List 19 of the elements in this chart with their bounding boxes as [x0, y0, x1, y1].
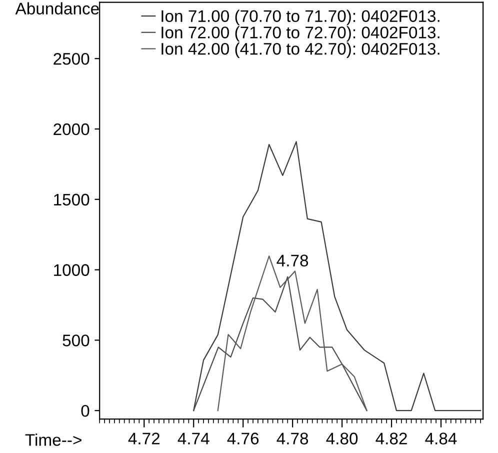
y-axis-title: Abundance	[15, 2, 99, 15]
annotation: 4.78	[276, 254, 308, 266]
x-tick-label: 4.76	[227, 432, 259, 444]
x-tick-label: 4.84	[425, 432, 457, 444]
y-tick-label: 2500	[54, 52, 90, 65]
x-tick-label: 4.80	[326, 432, 358, 444]
y-tick-label: 0	[81, 404, 90, 417]
y-tick-label: 1000	[54, 264, 90, 276]
x-tick-label: 4.78	[276, 432, 308, 444]
y-tick-label: 500	[62, 334, 90, 346]
y-tick-label: 2000	[54, 123, 90, 136]
legend-label: Ion 72.00 (71.70 to 72.70): 0402F013.	[162, 26, 440, 42]
x-axis-title: Time-->	[25, 434, 82, 446]
legend-label: Ion 71.00 (70.70 to 71.70): 0402F013.	[162, 10, 440, 26]
x-tick-label: 4.82	[376, 432, 407, 444]
y-tick-label: 1500	[54, 194, 90, 206]
x-tick-label: 4.74	[178, 432, 210, 444]
legend-label: Ion 42.00 (41.70 to 42.70): 0402F013.	[162, 42, 440, 58]
x-tick-label: 4.72	[128, 432, 160, 444]
